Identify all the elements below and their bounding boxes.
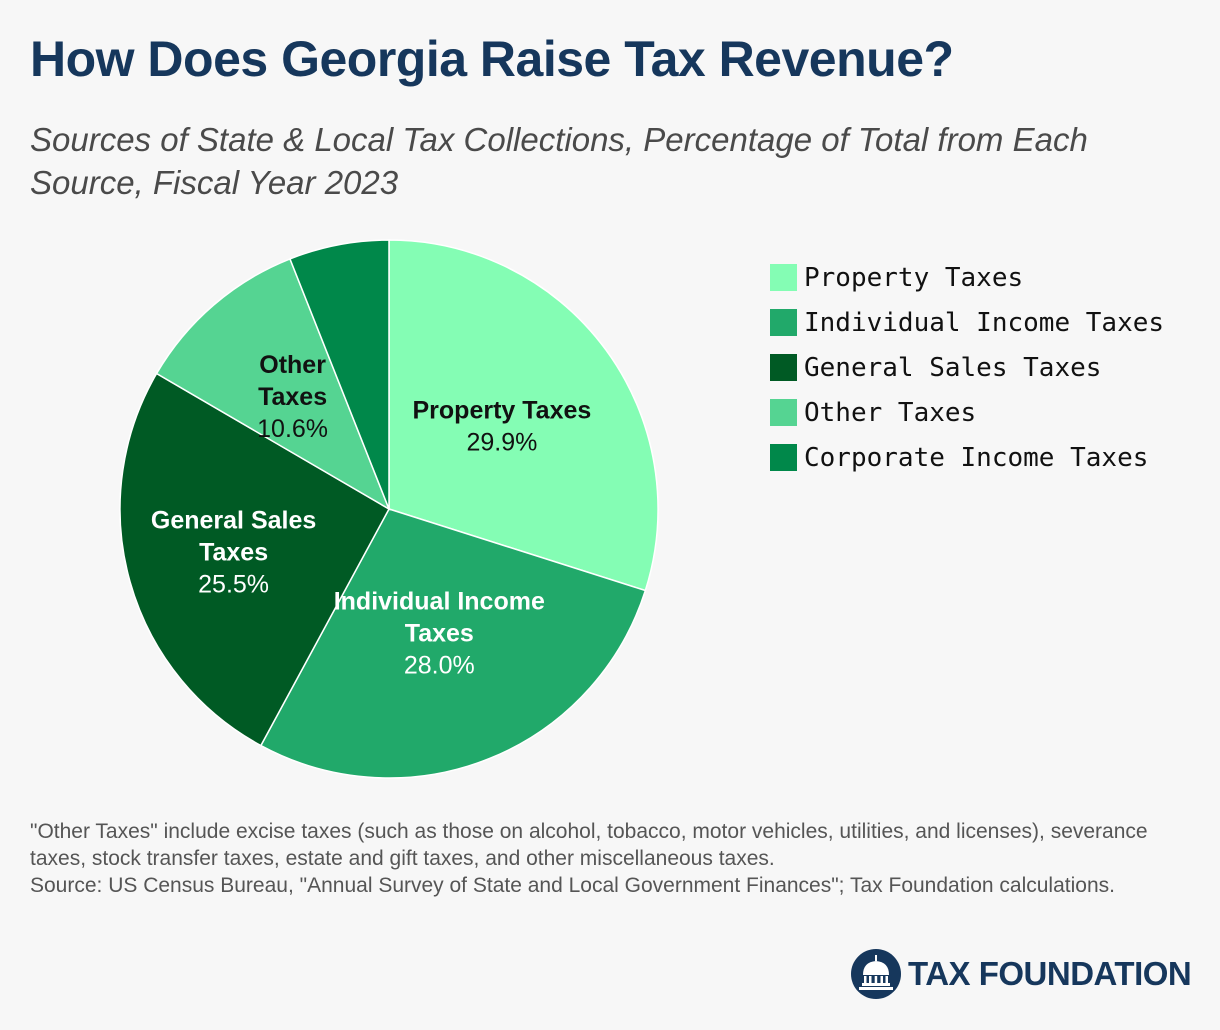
- legend-swatch: [770, 444, 797, 471]
- pie-slice-other-taxes: [155, 257, 391, 511]
- slice-value: 10.6%: [257, 415, 328, 443]
- footnote-source: Source: US Census Bureau, "Annual Survey…: [30, 874, 1115, 897]
- slice-name: Individual Income: [334, 588, 545, 616]
- legend-label: Property Taxes: [804, 262, 1024, 293]
- legend-swatch: [770, 309, 797, 336]
- legend-item-corporate-income-taxes: Corporate Income Taxes: [770, 435, 1164, 480]
- legend-label: Corporate Income Taxes: [804, 442, 1149, 473]
- slice-label-other-taxes: Other Taxes 10.6%: [257, 351, 328, 443]
- slice-name: Taxes: [405, 620, 474, 648]
- tax-foundation-logo: TAX FOUNDATION: [850, 948, 1192, 1000]
- slice-name: Taxes: [199, 539, 268, 567]
- slice-value: 25.5%: [198, 571, 269, 599]
- capitol-dome-icon: [851, 949, 901, 999]
- pie-slice-corporate-income-taxes: [288, 239, 390, 510]
- slice-label-individual-income-taxes: Individual Income Taxes 28.0%: [334, 588, 545, 680]
- slice-name: Other: [259, 351, 326, 379]
- legend-label: Other Taxes: [804, 397, 977, 428]
- slice-name: Property Taxes: [413, 396, 592, 424]
- footnote-note: "Other Taxes" include excise taxes (such…: [30, 820, 1148, 870]
- footnote: "Other Taxes" include excise taxes (such…: [30, 818, 1200, 899]
- legend-item-other-taxes: Other Taxes: [770, 390, 1164, 435]
- slice-label-general-sales-taxes: General Sales Taxes 25.5%: [151, 507, 316, 599]
- slice-value: 29.9%: [466, 428, 537, 456]
- slice-name: General Sales: [151, 507, 316, 535]
- legend-label: General Sales Taxes: [804, 352, 1102, 383]
- logo-text: TAX FOUNDATION: [908, 955, 1192, 992]
- pie-slice-property-taxes: [388, 239, 659, 592]
- legend-swatch: [770, 264, 797, 291]
- legend-item-property-taxes: Property Taxes: [770, 255, 1164, 300]
- chart-title: How Does Georgia Raise Tax Revenue?: [30, 31, 954, 87]
- pie-slice-general-sales-taxes: [119, 372, 391, 747]
- legend-swatch: [770, 399, 797, 426]
- chart-subtitle: Sources of State & Local Tax Collections…: [30, 121, 1088, 201]
- slice-value: 28.0%: [404, 652, 475, 680]
- slice-label-property-taxes: Property Taxes 29.9%: [413, 396, 592, 456]
- legend-item-general-sales-taxes: General Sales Taxes: [770, 345, 1164, 390]
- legend: Property Taxes Individual Income Taxes G…: [770, 255, 1164, 480]
- legend-item-individual-income-taxes: Individual Income Taxes: [770, 300, 1164, 345]
- legend-swatch: [770, 354, 797, 381]
- legend-label: Individual Income Taxes: [804, 307, 1165, 338]
- pie-slice-individual-income-taxes: [259, 508, 647, 779]
- slice-name: Taxes: [258, 383, 327, 411]
